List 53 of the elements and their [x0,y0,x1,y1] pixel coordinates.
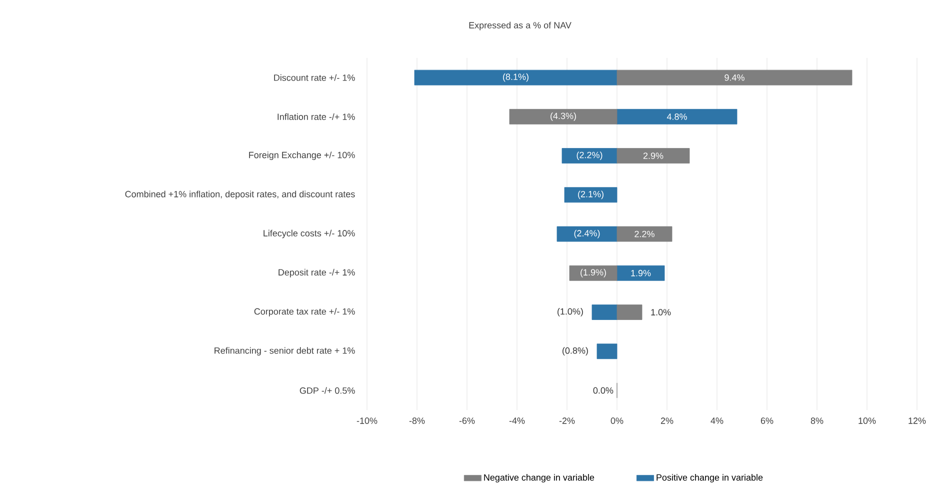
bar [509,108,618,124]
data-label: (2.1%) [578,190,604,200]
x-tick-label: -4% [509,418,525,424]
bar [569,265,618,281]
x-tick-label: -6% [459,418,475,424]
data-label: (1.0%) [558,308,583,316]
y-tick-label: Corporate tax rate +/- 1% [254,308,355,316]
y-tick-label: Lifecycle costs +/- 10% [264,230,355,238]
legend-label: Negative change in variable [484,474,594,482]
legend-label: Positive change in variable [656,474,763,482]
bar [414,70,618,86]
bar [616,265,665,281]
x-tick-label: 2% [660,418,674,424]
x-tick-label: 10% [858,418,876,424]
data-label: (8.1%) [503,73,528,82]
bar [616,304,642,320]
data-label: (0.8%) [562,347,588,356]
bar [616,108,738,124]
data-label: (1.9%) [580,268,606,278]
data-label: (2.2%) [576,152,602,160]
data-label: 2.9% [643,152,664,159]
bar [556,226,618,242]
y-tick-label: Combined +1% inflation, deposit rates, and discount rates [125,190,355,200]
y-tick-label: Deposit rate -/+ 1% [278,268,355,278]
bar [616,148,690,164]
bar [596,344,618,360]
bar [562,148,618,164]
x-tick-label: 4% [710,418,724,424]
chart-title: Expressed as a % of NAV [469,22,572,30]
bar [564,187,618,203]
x-tick-label: -8% [409,418,425,424]
data-label: 4.8% [666,113,687,120]
data-label: 9.4% [724,74,744,81]
bar [616,226,672,242]
data-label: (2.4%) [574,230,600,238]
x-tick-label: -2% [559,418,575,424]
data-label: (4.3%) [550,112,576,121]
data-label: 0.0% [593,387,614,394]
y-tick-label: Foreign Exchange +/- 10% [249,152,355,160]
x-tick-label: 0% [610,418,624,424]
x-tick-label: 12% [908,418,926,424]
data-label: 2.2% [634,230,654,238]
y-tick-label: Refinancing - senior debt rate + 1% [214,347,355,356]
bar [592,304,618,320]
x-tick-label: -10% [356,418,378,424]
x-tick-label: 6% [760,418,774,424]
data-label: 1.9% [631,270,651,276]
bar [616,70,852,86]
data-label: 1.0% [651,309,671,316]
x-tick-label: 8% [810,418,824,424]
y-tick-label: GDP -/+ 0.5% [300,387,355,394]
y-tick-label: Discount rate +/- 1% [274,74,355,81]
y-tick-label: Inflation rate -/+ 1% [278,113,355,120]
